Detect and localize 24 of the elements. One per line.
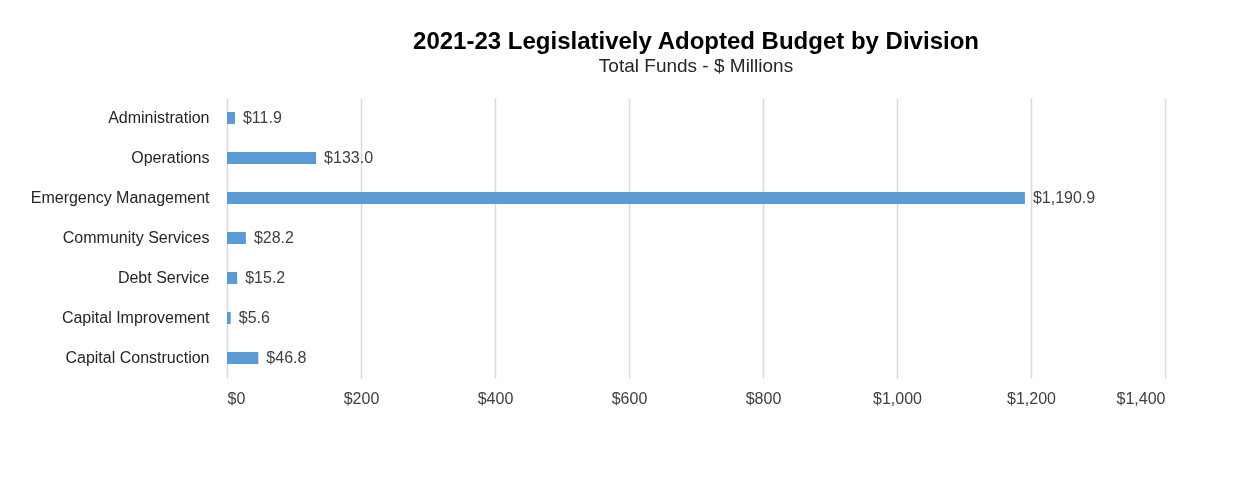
x-tick-label: $400 [477,389,514,407]
x-tick-label: $1,400 [1116,389,1166,407]
y-tick-label: Capital Construction [65,349,210,366]
data-label: $11.9 [242,109,282,126]
y-tick-label: Debt Service [117,269,210,286]
x-tick-label: $1,200 [1007,389,1057,407]
x-tick-label: $800 [745,389,782,407]
x-tick-label: $0 [227,389,246,407]
y-tick-label: Capital Improvement [61,309,211,326]
y-tick-label: Administration [108,109,210,126]
x-tick-label: $1,000 [873,389,923,407]
data-label: $133.0 [324,149,374,166]
x-tick-label: $200 [343,389,380,407]
data-label: $1,190.9 [1032,189,1096,206]
y-tick-label: Community Services [62,229,210,246]
chart-subtitle: Total Funds - $ Millions [598,55,794,76]
data-label: $46.8 [266,349,307,366]
x-tick-label: $600 [611,389,648,407]
data-label: $15.2 [245,269,286,286]
y-tick-label: Emergency Management [30,189,211,206]
chart-title: 2021-23 Legislatively Adopted Budget by Division [413,27,979,54]
data-label: $5.6 [238,309,270,326]
y-tick-label: Operations [131,149,210,166]
data-label: $28.2 [253,229,295,246]
